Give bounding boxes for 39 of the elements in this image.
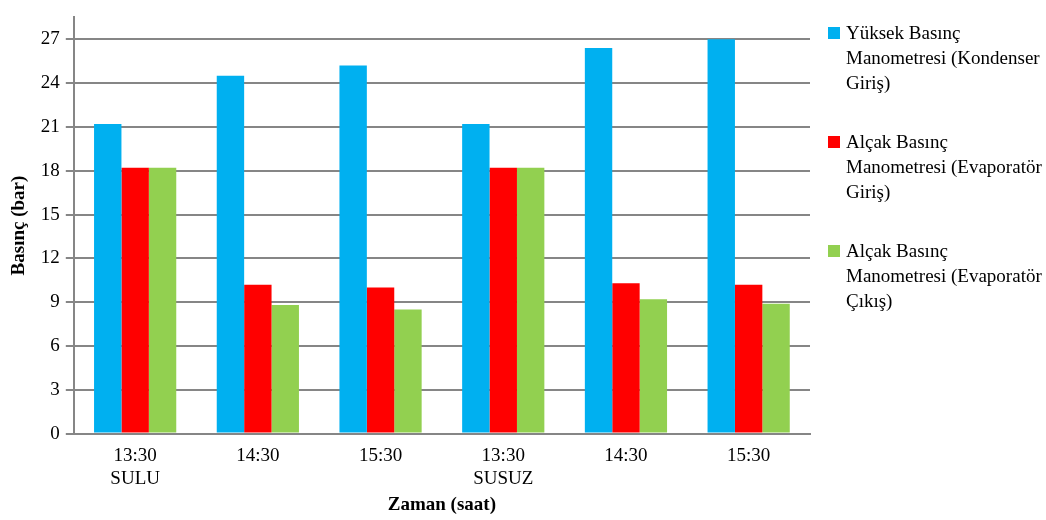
bar — [707, 39, 735, 433]
bar — [216, 75, 245, 433]
bar — [271, 305, 299, 433]
x-tick-label: 13:30 SUSUZ — [473, 443, 534, 488]
y-tick-label: 18 — [40, 158, 60, 180]
y-tick-label: 0 — [50, 421, 60, 443]
bar — [762, 303, 790, 433]
bar — [734, 284, 763, 433]
bar — [489, 167, 517, 433]
bar — [244, 284, 272, 433]
legend-label: Yüksek Basınç Manometresi (Kondenser Giriş) — [846, 21, 1041, 95]
bar — [516, 167, 545, 433]
y-tick-label: 21 — [40, 114, 60, 136]
x-tick-label: 15:30 — [358, 443, 403, 465]
bar — [94, 124, 122, 433]
x-tick-label: 14:30 — [604, 443, 648, 465]
y-tick-label: 9 — [50, 290, 60, 312]
legend-label: Alçak Basınç Manometresi (Evaporatör Giriş) — [846, 130, 1043, 204]
y-tick-label: 24 — [40, 71, 61, 93]
bar — [612, 283, 640, 433]
x-tick-label: 15:30 — [727, 443, 771, 465]
x-axis-title: Zaman (saat) — [387, 492, 496, 515]
bar — [366, 287, 395, 433]
y-tick-label: 3 — [50, 377, 60, 399]
bar — [339, 65, 367, 433]
y-tick-label: 12 — [40, 246, 60, 268]
legend-label: Alçak Basınç Manometresi (Evaporatör Çıkış) — [846, 239, 1043, 313]
bar — [584, 48, 613, 433]
bar — [394, 309, 422, 433]
bar — [121, 167, 149, 433]
bar — [462, 124, 490, 433]
y-tick-label: 15 — [40, 202, 60, 224]
y-tick-label: 6 — [50, 333, 60, 355]
x-tick-label: 14:30 — [236, 443, 280, 465]
y-tick-label: 27 — [40, 27, 60, 49]
bar — [639, 299, 668, 433]
bar — [148, 167, 177, 433]
y-axis-title: Basınç (bar) — [7, 175, 30, 276]
x-tick-label: 13:30 SULU — [110, 443, 161, 488]
